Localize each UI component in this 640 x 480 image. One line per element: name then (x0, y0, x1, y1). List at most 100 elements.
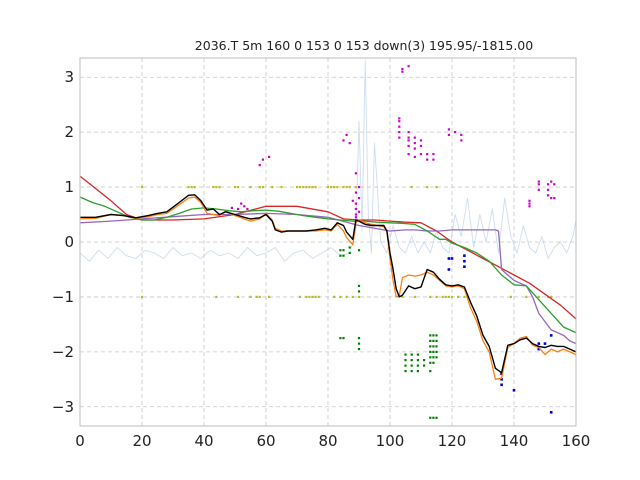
yellow-dots-point (336, 186, 339, 189)
yellow-dots-point (237, 186, 240, 189)
price-series-line (80, 194, 577, 374)
tick-labels: 0 20 40 60 80 100 120 140 160 −3 −2 −1 0 1 2 3 (52, 68, 590, 450)
yellow-dots-point (450, 295, 454, 298)
green-dots-point (410, 353, 413, 356)
yellow-dots-point (326, 186, 330, 189)
blue-dots-point (463, 254, 466, 257)
green-dots-point (404, 359, 407, 362)
magenta-dots-point (432, 153, 435, 156)
band-series (79, 60, 577, 262)
yellow-dots-point (299, 295, 302, 298)
green-dots-point (429, 361, 432, 364)
yellow-dots-point (302, 186, 305, 189)
green-dots-point (432, 339, 435, 342)
medium-series-line (79, 196, 577, 334)
plot-frame (79, 57, 577, 427)
yellow-dots-point (435, 186, 438, 189)
magenta-dots-point (528, 199, 531, 202)
y-tick-label: 2 (64, 123, 74, 141)
x-tick-label: 60 (256, 432, 275, 450)
magenta-dots-point (413, 142, 416, 145)
magenta-dots-point (261, 158, 264, 161)
green-dots-point (432, 361, 435, 364)
x-tick-label: 140 (500, 432, 529, 450)
green-dots-point (435, 350, 438, 353)
green-dots-point (339, 337, 342, 340)
yellow-dots-point (429, 295, 432, 298)
yellow-dots-point (308, 186, 311, 189)
green-dots-point (416, 370, 419, 373)
yellow-dots-point (308, 295, 311, 298)
blue-dots-point (549, 411, 553, 414)
magenta-dots-point (398, 136, 401, 139)
blue-dots-point (450, 257, 454, 260)
line-series (79, 175, 577, 380)
yellow-dots-point (305, 186, 308, 189)
magenta-dots-point (401, 67, 404, 71)
yellow-dots-point (345, 186, 348, 189)
green-dots-point (339, 249, 342, 252)
magenta-dots-point (354, 172, 357, 175)
magenta-dots-point (432, 158, 435, 161)
green-dots-point (410, 359, 413, 362)
magenta-dots-point (537, 183, 540, 186)
magenta-dots-point (426, 158, 429, 161)
green-dots-point (357, 342, 361, 345)
magenta-dots-point (413, 136, 416, 139)
green-dots-point (357, 290, 361, 293)
magenta-dots-point (550, 180, 553, 183)
magenta-dots-point (246, 207, 249, 211)
band-series-line (79, 60, 577, 262)
magenta-dots-point (240, 202, 243, 205)
yellow-dots-point (261, 186, 264, 189)
magenta-dots-point (401, 70, 404, 73)
magenta-dots-point (547, 194, 550, 197)
magenta-dots-point (407, 144, 410, 147)
magenta-dots-point (537, 188, 540, 191)
yellow-dots-point (317, 295, 320, 298)
yellow-dots-point (401, 295, 404, 298)
magenta-dots-point (528, 202, 531, 205)
x-tick-label: 0 (75, 432, 85, 450)
x-tick-label: 80 (318, 432, 337, 450)
magenta-dots-point (357, 210, 361, 213)
green-dots-point (432, 345, 435, 348)
yellow-dots-point (237, 295, 240, 298)
blue-dots-point (537, 342, 541, 345)
magenta-dots-point (230, 206, 233, 209)
blue-dots-point (447, 268, 451, 271)
magenta-dots-point (460, 139, 463, 142)
magenta-dots-point (547, 188, 550, 191)
magenta-dots-point (550, 197, 553, 200)
yellow-dots-point (249, 186, 252, 189)
green-dots-point (348, 251, 351, 255)
x-tick-label: 120 (438, 432, 467, 450)
green-dots-point (435, 356, 438, 359)
green-dots-point (429, 339, 432, 342)
x-tick-label: 40 (194, 432, 213, 450)
yellow-dots-point (314, 186, 317, 189)
yellow-dots-point (345, 295, 348, 298)
yellow-dots-point (550, 295, 553, 298)
magenta-dots-point (407, 153, 410, 156)
blue-dots-point (500, 383, 503, 387)
yellow-dots-point (218, 186, 221, 189)
yellow-dots-point (330, 186, 333, 189)
green-dots-point (435, 416, 438, 419)
yellow-dots-point (457, 295, 460, 298)
green-dots-point (357, 348, 361, 351)
green-dots-point (357, 284, 361, 287)
yellow-dots-point (187, 186, 190, 189)
yellow-dots-point (354, 186, 357, 189)
magenta-dots-point (528, 205, 531, 208)
blue-dots-point (537, 347, 541, 351)
green-dots-point (348, 246, 351, 249)
green-dots-point (432, 334, 435, 337)
magenta-dots-point (419, 153, 423, 156)
green-dots-point (432, 356, 435, 359)
green-dots-point (339, 254, 342, 257)
magenta-dots-point (413, 155, 416, 158)
signal-markers (140, 65, 556, 419)
magenta-dots-point (398, 120, 401, 123)
